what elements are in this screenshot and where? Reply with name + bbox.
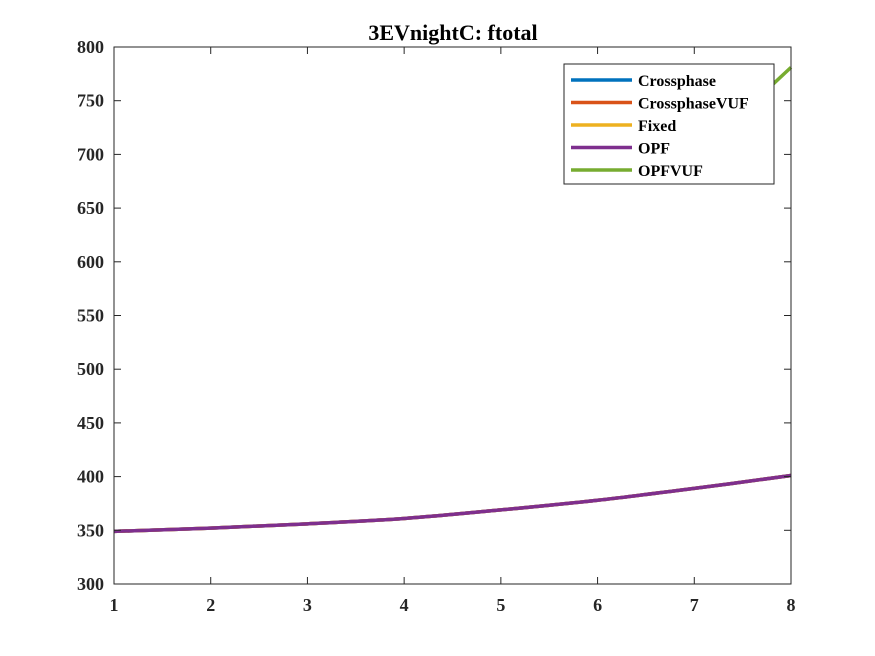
y-tick-label: 500	[77, 359, 104, 379]
y-tick-label: 800	[77, 37, 104, 57]
y-tick-label: 450	[77, 413, 104, 433]
y-tick-label: 600	[77, 252, 104, 272]
x-tick-label: 6	[593, 595, 602, 615]
y-tick-label: 550	[77, 306, 104, 326]
x-tick-label: 7	[690, 595, 699, 615]
legend-label-opf: OPF	[638, 141, 670, 158]
x-tick-label: 1	[110, 595, 119, 615]
chart-title: 3EVnightC: ftotal	[368, 20, 537, 45]
y-tick-label: 750	[77, 91, 104, 111]
y-tick-label: 300	[77, 574, 104, 594]
x-tick-label: 8	[787, 595, 796, 615]
legend-label-crossphase: Crossphase	[638, 73, 716, 90]
y-tick-label: 650	[77, 198, 104, 218]
x-tick-label: 2	[206, 595, 215, 615]
legend-label-crossphasevuf: CrossphaseVUF	[638, 96, 749, 113]
legend-label-fixed: Fixed	[638, 118, 676, 135]
series-line-opf	[113, 473, 792, 534]
legend: Crossphase CrossphaseVUF Fixed OPF OPFVUF	[563, 63, 775, 185]
series-lines	[113, 66, 793, 534]
legend-label-opfvuf: OPFVUF	[638, 163, 703, 180]
x-tick-label: 3	[303, 595, 312, 615]
x-tick-label: 5	[496, 595, 505, 615]
x-tick-label: 4	[400, 595, 409, 615]
y-tick-label: 350	[77, 520, 104, 540]
y-tick-label: 700	[77, 144, 104, 164]
y-tick-label: 400	[77, 467, 104, 487]
axis-ticks: 1 2 3 4 5 6 7 8 300 350 400 450 500 550 600 650 700 750 80…	[77, 37, 796, 615]
